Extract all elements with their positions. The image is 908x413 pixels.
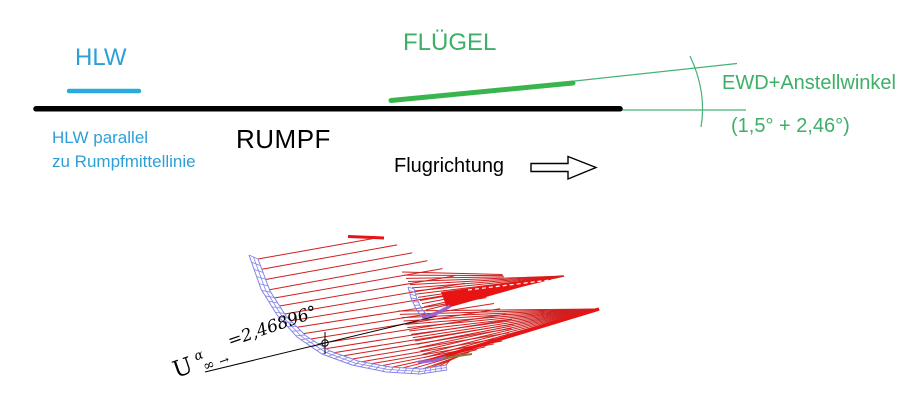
center-fin-mesh: [407, 286, 428, 318]
flight-direction-arrow-icon: [530, 155, 598, 181]
leader-line: [204, 315, 438, 373]
ewd-angle-label: EWD+Anstellwinkel: [722, 72, 896, 94]
hlw-note-line1: HLW parallel: [52, 128, 149, 147]
upper-wedge-highlight: [467, 278, 559, 291]
ewd-angle-value: (1,5° + 2,46°): [731, 115, 850, 137]
leading-edge-mesh: [248, 254, 448, 375]
root-edge-shadow: [443, 353, 473, 359]
datum-crosshair-circle: [321, 339, 329, 347]
wing-3d-render: U α ∞ → =2,46896°: [167, 235, 600, 384]
upper-wing-trailing-wedge: [441, 275, 564, 308]
left-wing-chord-lines: [257, 236, 514, 370]
freestream-alpha-label: U α ∞ → =2,46896°: [167, 302, 324, 384]
left-wing-tip-edge: [347, 235, 385, 240]
angle-arc: [689, 55, 704, 128]
rumpf-label: RUMPF: [236, 124, 331, 154]
fluegel-label: FLÜGEL: [403, 29, 497, 56]
root-leading-edge-fairing: [417, 355, 447, 364]
infinity-symbol: ∞: [201, 356, 217, 375]
alpha-value: =2,46896°: [225, 302, 319, 351]
hlw-parallel-note: HLW parallel zu Rumpfmittellinie: [52, 126, 196, 174]
hlw-note-line2: zu Rumpfmittellinie: [52, 152, 196, 171]
wing-chord-line: [388, 80, 576, 103]
fin-root-fairing: [421, 304, 451, 319]
flugrichtung-label: Flugrichtung: [394, 155, 505, 177]
u-symbol: U: [169, 353, 196, 384]
hlw-label: HLW: [75, 44, 127, 71]
lower-wing-trailing-edge: [430, 307, 600, 362]
